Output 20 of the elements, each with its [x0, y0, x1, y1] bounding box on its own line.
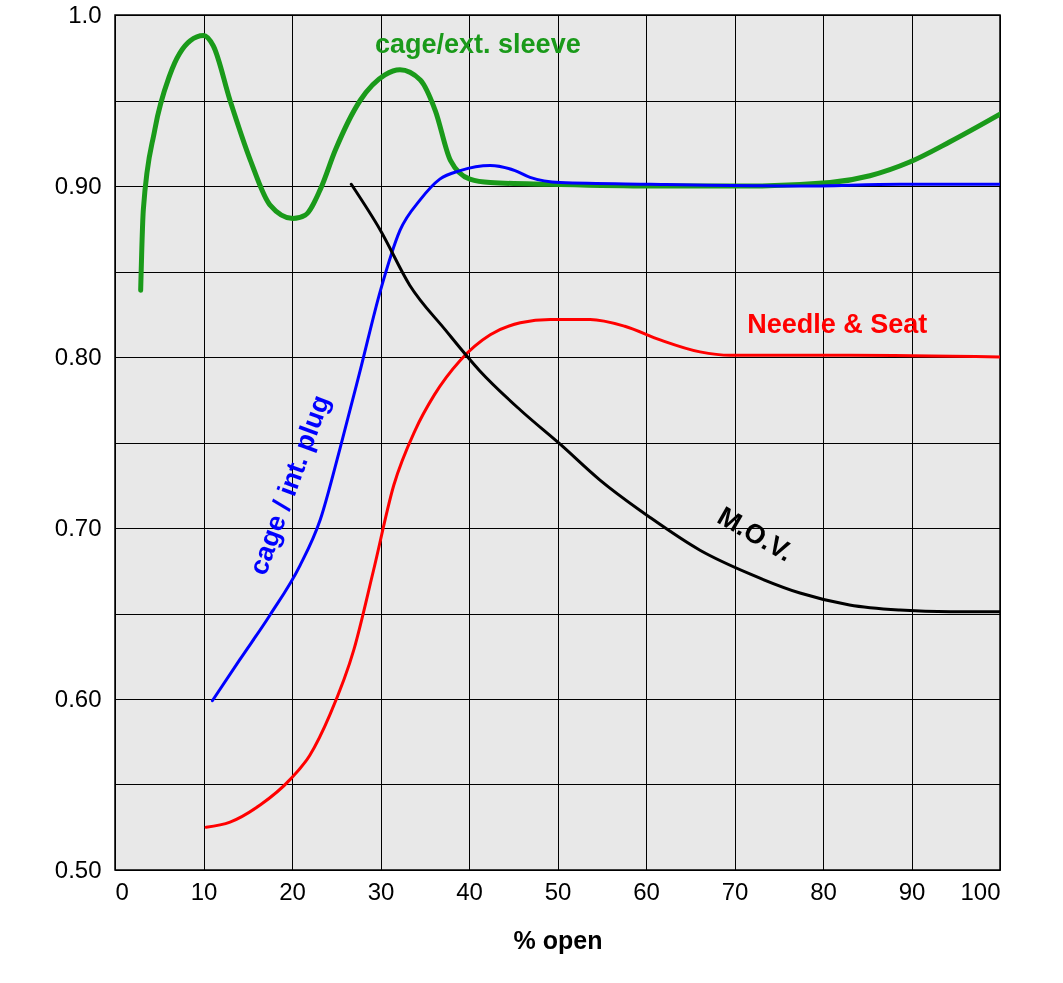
x-tick-label: 30 [367, 877, 395, 905]
x-tick-label: 90 [898, 877, 926, 905]
x-tick-label: 80 [810, 877, 837, 905]
x-tick-label: 20 [279, 877, 306, 905]
x-tick-label: 100 [960, 877, 1001, 905]
y-tick-label: 0.60 [54, 684, 102, 712]
y-tick-label: 0.80 [54, 342, 102, 370]
x-tick-label: 40 [456, 877, 483, 905]
y-tick-label: 0.90 [54, 171, 102, 199]
line-series [210, 163, 1000, 703]
y-tick-label: 0.50 [54, 855, 102, 883]
y-tick-label: 1.0 [68, 0, 102, 28]
x-tick-label: 60 [633, 877, 660, 905]
x-tick-label: 70 [721, 877, 749, 905]
text: cage / int. plug [242, 390, 336, 579]
x-axis-title: % open [513, 925, 603, 954]
y-tick-label: 0.70 [54, 513, 102, 541]
x-tick-label: 0 [115, 877, 129, 905]
x-tick-label: 50 [544, 877, 572, 905]
x-tick-label: 10 [190, 877, 218, 905]
